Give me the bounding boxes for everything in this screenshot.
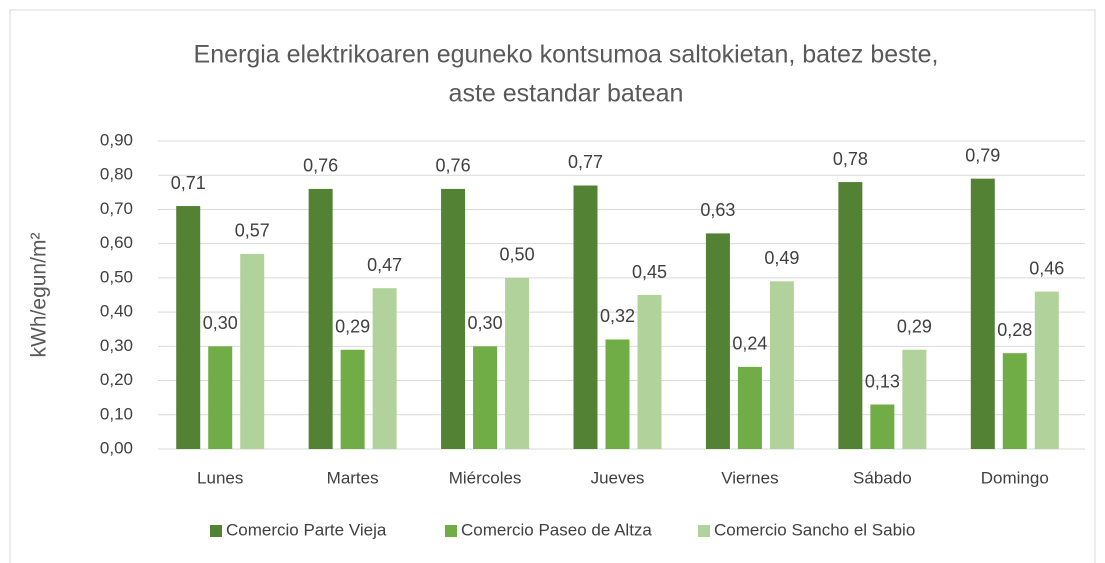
y-tick-label: 0,80: [100, 165, 133, 184]
bar: [705, 233, 730, 449]
bar: [505, 277, 530, 449]
data-label: 0,57: [235, 221, 270, 241]
bar: [473, 346, 498, 449]
data-label: 0,28: [997, 320, 1032, 340]
bar: [372, 288, 397, 449]
chart-title: Energia elektrikoaren eguneko kontsumoa …: [194, 41, 939, 69]
x-tick-label: Domingo: [981, 468, 1049, 487]
y-tick-label: 0,30: [100, 336, 133, 355]
chart-border: [9, 9, 1096, 563]
y-tick-label: 0,20: [100, 370, 133, 389]
legend-swatch: [698, 525, 710, 537]
bar: [637, 295, 662, 449]
legend-swatch: [210, 525, 222, 537]
bar: [308, 188, 333, 449]
y-tick-label: 0,60: [100, 233, 133, 252]
bar: [605, 339, 630, 449]
legend-swatch: [445, 525, 457, 537]
legend-label: Comercio Sancho el Sabio: [714, 520, 915, 539]
data-label: 0,13: [865, 371, 900, 391]
data-label: 0,32: [600, 306, 635, 326]
data-label: 0,79: [965, 145, 1000, 165]
y-tick-label: 0,50: [100, 267, 133, 286]
x-tick-label: Viernes: [721, 468, 778, 487]
bar: [208, 346, 233, 449]
bar: [240, 253, 265, 449]
data-label: 0,45: [632, 262, 667, 282]
x-tick-label: Sábado: [853, 468, 912, 487]
bar: [441, 188, 466, 449]
y-tick-label: 0,10: [100, 404, 133, 423]
data-label: 0,47: [367, 255, 402, 275]
bar: [970, 178, 995, 449]
data-label: 0,77: [568, 152, 603, 172]
bar: [176, 206, 201, 449]
bar: [1002, 353, 1027, 449]
legend-label: Comercio Paseo de Altza: [461, 520, 652, 539]
bar: [340, 349, 365, 449]
bar: [573, 185, 598, 449]
data-label: 0,29: [897, 317, 932, 337]
bar: [769, 281, 794, 449]
data-label: 0,29: [335, 317, 370, 337]
bar: [737, 366, 762, 449]
y-tick-label: 0,90: [100, 130, 133, 149]
data-label: 0,49: [764, 248, 799, 268]
legend-label: Comercio Parte Vieja: [226, 520, 387, 539]
data-label: 0,63: [700, 200, 735, 220]
data-label: 0,30: [203, 313, 238, 333]
data-label: 0,30: [468, 313, 503, 333]
data-label: 0,76: [303, 156, 338, 176]
bar: [838, 182, 863, 450]
data-label: 0,46: [1029, 258, 1064, 278]
y-tick-label: 0,00: [100, 438, 133, 457]
x-tick-label: Lunes: [197, 468, 243, 487]
x-tick-label: Martes: [327, 468, 379, 487]
bar: [902, 349, 927, 449]
x-tick-label: Miércoles: [449, 468, 522, 487]
bar: [870, 404, 895, 449]
y-tick-label: 0,70: [100, 199, 133, 218]
y-axis-label: kWh/egun/m²: [28, 233, 51, 358]
chart-title: aste estandar batean: [449, 80, 684, 108]
data-label: 0,24: [732, 334, 767, 354]
y-tick-label: 0,40: [100, 302, 133, 321]
data-label: 0,71: [171, 173, 206, 193]
data-label: 0,50: [500, 245, 535, 265]
data-label: 0,78: [833, 149, 868, 169]
bar: [1034, 291, 1059, 449]
x-tick-label: Jueves: [591, 468, 645, 487]
data-label: 0,76: [436, 156, 471, 176]
